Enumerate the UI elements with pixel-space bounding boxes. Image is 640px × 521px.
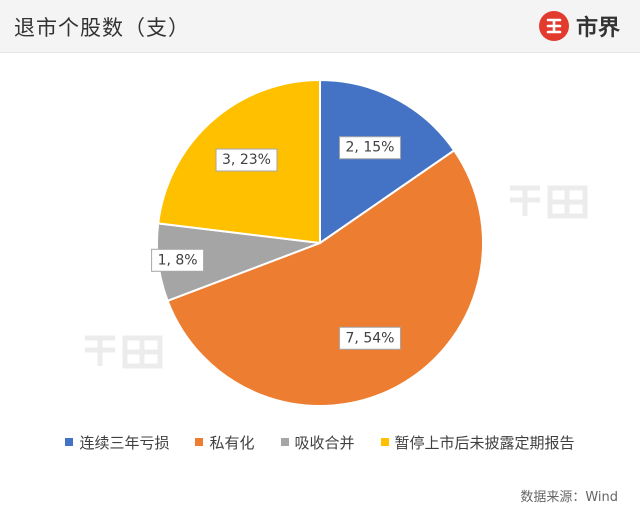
brand-icon [538,11,569,41]
legend-label: 吸收合并 [294,433,355,452]
legend-swatch [380,438,389,446]
legend-item: 吸收合并 [280,432,355,453]
pie-slice [319,78,456,245]
data-label-box [215,148,278,172]
data-label: 7, 54% [339,326,401,350]
data-label-box [339,326,401,350]
data-label-box [339,136,401,160]
brand-name: 市界 [575,16,620,41]
data-label-text: 2, 15% [346,140,395,156]
pie-chart: 2, 15% 7, 54% 1, 8% 3, 23% [151,78,484,407]
data-label: 3, 23% [215,148,278,172]
chart-legend: 连续三年亏损 私有化 吸收合并 暂停上市后未披露定期报告 [0,430,640,454]
data-label: 2, 15% [339,136,401,160]
data-source: 数据来源：Wind [520,490,618,505]
data-label-text: 7, 54% [346,330,395,346]
data-label-text: 3, 23% [222,152,271,168]
legend-swatch [65,438,74,446]
legend-item: 连续三年亏损 [65,432,169,453]
data-label: 1, 8% [151,248,205,272]
legend-swatch [280,438,289,446]
legend-swatch [195,438,204,446]
legend-label: 暂停上市后未披露定期报告 [394,433,575,452]
legend-label: 私有化 [209,433,255,452]
legend-label: 连续三年亏损 [79,433,170,452]
data-label-text: 1, 8% [158,252,198,268]
pie-slice [166,149,484,407]
legend-item: 暂停上市后未披露定期报告 [380,432,575,453]
legend-item: 私有化 [195,432,255,453]
data-label-box [151,248,205,272]
chart-title: 退市个股数（支） [14,16,190,40]
chart-header: 退市个股数（支） 市界 [0,0,640,53]
brand-logo: 市界 [538,8,620,44]
